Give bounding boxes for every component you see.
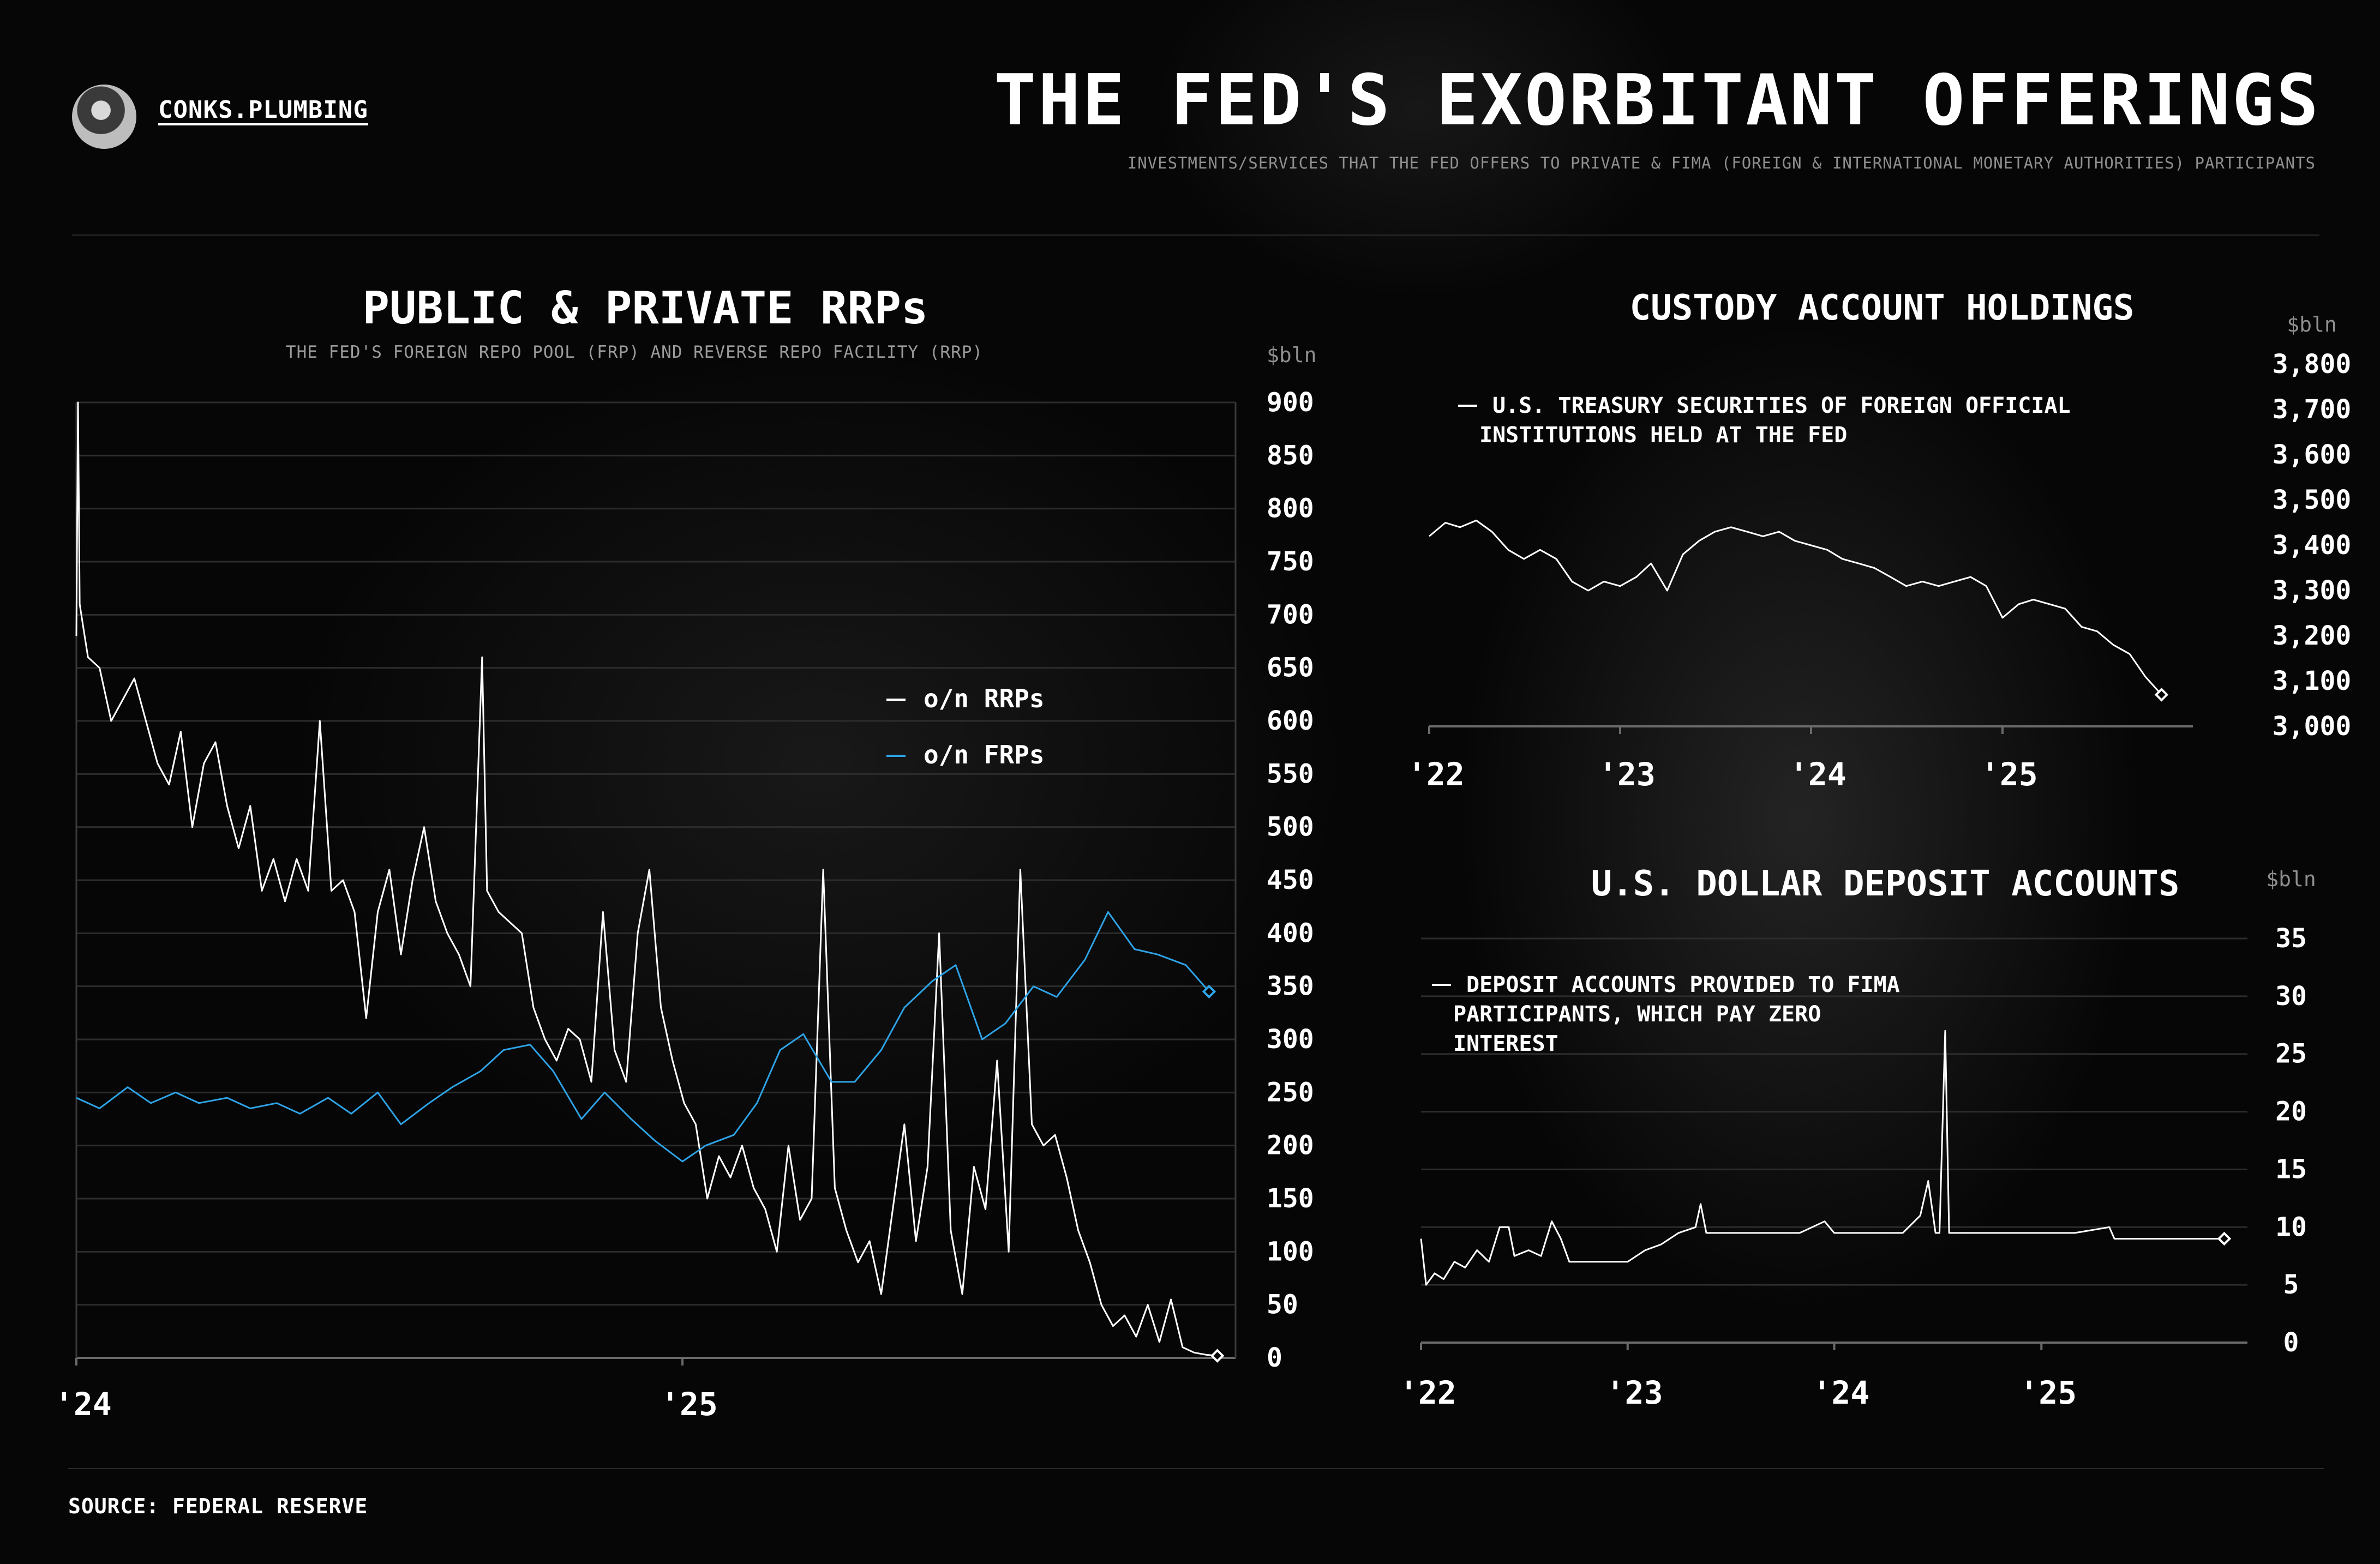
- rrp-y-tick-label: 750: [1267, 546, 1314, 577]
- deposit-x-tick-label: '25: [2019, 1374, 2077, 1411]
- deposit-series-line-0: [1420, 1030, 2225, 1286]
- rrp-y-tick-label: 450: [1267, 865, 1314, 895]
- rrp-y-tick-label: 700: [1267, 599, 1314, 630]
- page-subtitle: INVESTMENTS/SERVICES THAT THE FED OFFERS…: [1127, 154, 2316, 172]
- rrp-y-tick-label: 800: [1267, 494, 1314, 524]
- rrp-x-tick-label: '25: [661, 1386, 718, 1423]
- legend-label-deposit-line-3: INTEREST: [1453, 1031, 1558, 1056]
- rrp-y-tick-label: 150: [1267, 1183, 1314, 1214]
- deposit-y-tick-label: 10: [2275, 1212, 2307, 1242]
- deposit-legend: DEPOSIT ACCOUNTS PROVIDED TO FIMA PARTIC…: [1432, 972, 1913, 1056]
- deposit-series: [1420, 1030, 2232, 1286]
- deposit-unit-label: $bln: [2266, 867, 2316, 891]
- rrp-y-tick-label: 0: [1267, 1343, 1282, 1373]
- rrp-legend: o/n RRPs o/n FRPs: [886, 684, 1045, 769]
- rrp-y-tick-label: 550: [1267, 759, 1314, 789]
- custody-x-ticks: '22 '23 '24 '25: [1407, 726, 2038, 793]
- deposit-y-tick-label: 15: [2275, 1154, 2307, 1184]
- deposit-x-ticks: '22 '23 '24 '25: [1399, 1343, 2077, 1411]
- rrp-y-tick-label: 900: [1267, 387, 1314, 418]
- custody-series-end-marker-0: [2154, 688, 2169, 702]
- rrp-gridlines: [76, 401, 1236, 1306]
- custody-y-tick-label: 3,600: [2273, 440, 2352, 470]
- legend-label-frp: o/n FRPs: [924, 740, 1045, 769]
- footer-divider: [68, 1468, 2324, 1469]
- rrp-y-tick-label: 500: [1267, 812, 1314, 843]
- rrp-y-tick-label: 650: [1267, 653, 1314, 683]
- custody-series: [1429, 519, 2169, 702]
- custody-y-tick-label: 3,500: [2273, 485, 2352, 515]
- rrp-chart: $bln 90085080075070065060055050045040035…: [55, 343, 1317, 1423]
- rrp-series-line-0: [75, 401, 1218, 1357]
- rrp-y-tick-label: 300: [1267, 1024, 1314, 1055]
- custody-y-ticks: 3,800 3,700 3,600 3,500 3,400 3,300 3,200 3,100…: [2273, 349, 2352, 742]
- custody-unit-label: $bln: [2287, 312, 2337, 336]
- legend-label-deposit: DEPOSIT ACCOUNTS PROVIDED TO FIMA PARTIC…: [1453, 972, 1913, 1056]
- custody-chart-title: CUSTODY ACCOUNT HOLDINGS: [1629, 288, 2135, 328]
- brand-link[interactable]: CONKS.PLUMBING: [158, 96, 368, 124]
- custody-x-tick-label: '24: [1789, 756, 1847, 793]
- custody-y-tick-label: 3,400: [2273, 530, 2352, 561]
- legend-label-deposit-line-2: PARTICIPANTS, WHICH PAY ZERO: [1453, 1002, 1821, 1027]
- custody-y-tick-label: 3,200: [2273, 621, 2352, 651]
- deposit-chart-title: U.S. DOLLAR DEPOSIT ACCOUNTS: [1591, 864, 2180, 904]
- rrp-y-tick-label: 50: [1267, 1290, 1298, 1320]
- legend-label-deposit-line-1: DEPOSIT ACCOUNTS PROVIDED TO FIMA: [1466, 972, 1900, 997]
- rrp-series: [75, 401, 1225, 1363]
- rrp-y-ticks: 9008508007507006506005505004504003503002…: [1267, 387, 1314, 1373]
- rrp-series-line-1: [76, 911, 1210, 1163]
- custody-series-line-0: [1429, 519, 2162, 695]
- page-title: THE FED'S EXORBITANT OFFERINGS: [994, 60, 2321, 141]
- rrp-x-ticks: '24 '25: [55, 1358, 718, 1423]
- legend-label-rrp: o/n RRPs: [924, 684, 1045, 713]
- deposit-chart: $bln 35 30 25 20 15 10 5 0 '22 '23 '24 '25 DEPOSIT…: [1399, 867, 2316, 1411]
- rrp-y-tick-label: 250: [1267, 1077, 1314, 1108]
- deposit-y-tick-label: 5: [2283, 1270, 2299, 1300]
- deposit-y-ticks: 35 30 25 20 15 10 5 0: [2275, 923, 2307, 1358]
- rrp-y-tick-label: 100: [1267, 1236, 1314, 1267]
- legend-label-custody-line-2: INSTITUTIONS HELD AT THE FED: [1479, 423, 1847, 448]
- deposit-y-tick-label: 30: [2275, 981, 2307, 1012]
- legend-label-custody-line-1: U.S. TREASURY SECURITIES OF FOREIGN OFFI…: [1492, 393, 2071, 418]
- custody-x-tick-label: '25: [1981, 756, 2038, 793]
- rrp-y-tick-label: 200: [1267, 1130, 1314, 1161]
- custody-y-tick-label: 3,300: [2273, 575, 2352, 606]
- source-note: SOURCE: FEDERAL RESERVE: [68, 1494, 368, 1518]
- custody-y-tick-label: 3,800: [2273, 349, 2352, 380]
- rrp-unit-label: $bln: [1267, 343, 1317, 367]
- deposit-y-tick-label: 20: [2275, 1097, 2307, 1127]
- rrp-series-end-marker-0: [1210, 1349, 1225, 1363]
- custody-x-tick-label: '22: [1407, 756, 1465, 793]
- custody-x-tick-label: '23: [1598, 756, 1656, 793]
- rrp-y-tick-label: 400: [1267, 918, 1314, 948]
- legend-label-custody: U.S. TREASURY SECURITIES OF FOREIGN OFFI…: [1479, 393, 2084, 448]
- custody-legend: U.S. TREASURY SECURITIES OF FOREIGN OFFI…: [1458, 393, 2084, 448]
- custody-y-tick-label: 3,000: [2273, 711, 2352, 742]
- rrp-chart-subtitle: THE FED'S FOREIGN REPO POOL (FRP) AND RE…: [285, 342, 984, 362]
- deposit-y-tick-label: 35: [2275, 923, 2307, 954]
- custody-chart: $bln 3,800 3,700 3,600 3,500 3,400 3,300 3,200…: [1407, 312, 2351, 793]
- deposit-series-end-marker-0: [2217, 1231, 2232, 1246]
- deposit-x-tick-label: '23: [1606, 1374, 1663, 1411]
- deposit-x-tick-label: '22: [1399, 1374, 1456, 1411]
- custody-y-tick-label: 3,100: [2273, 666, 2352, 696]
- header-divider: [72, 234, 2319, 236]
- rrp-chart-title: PUBLIC & PRIVATE RRPs: [362, 282, 928, 334]
- rrp-y-tick-label: 850: [1267, 440, 1314, 471]
- brand-logo-avatar: [72, 85, 136, 149]
- custody-y-tick-label: 3,700: [2273, 394, 2352, 425]
- deposit-y-tick-label: 0: [2283, 1327, 2299, 1358]
- deposit-x-tick-label: '24: [1813, 1374, 1870, 1411]
- deposit-y-tick-label: 25: [2275, 1039, 2307, 1069]
- rrp-x-tick-label: '24: [55, 1386, 112, 1423]
- rrp-y-tick-label: 600: [1267, 706, 1314, 736]
- rrp-y-tick-label: 350: [1267, 971, 1314, 1002]
- rrp-series-end-marker-1: [1202, 984, 1216, 999]
